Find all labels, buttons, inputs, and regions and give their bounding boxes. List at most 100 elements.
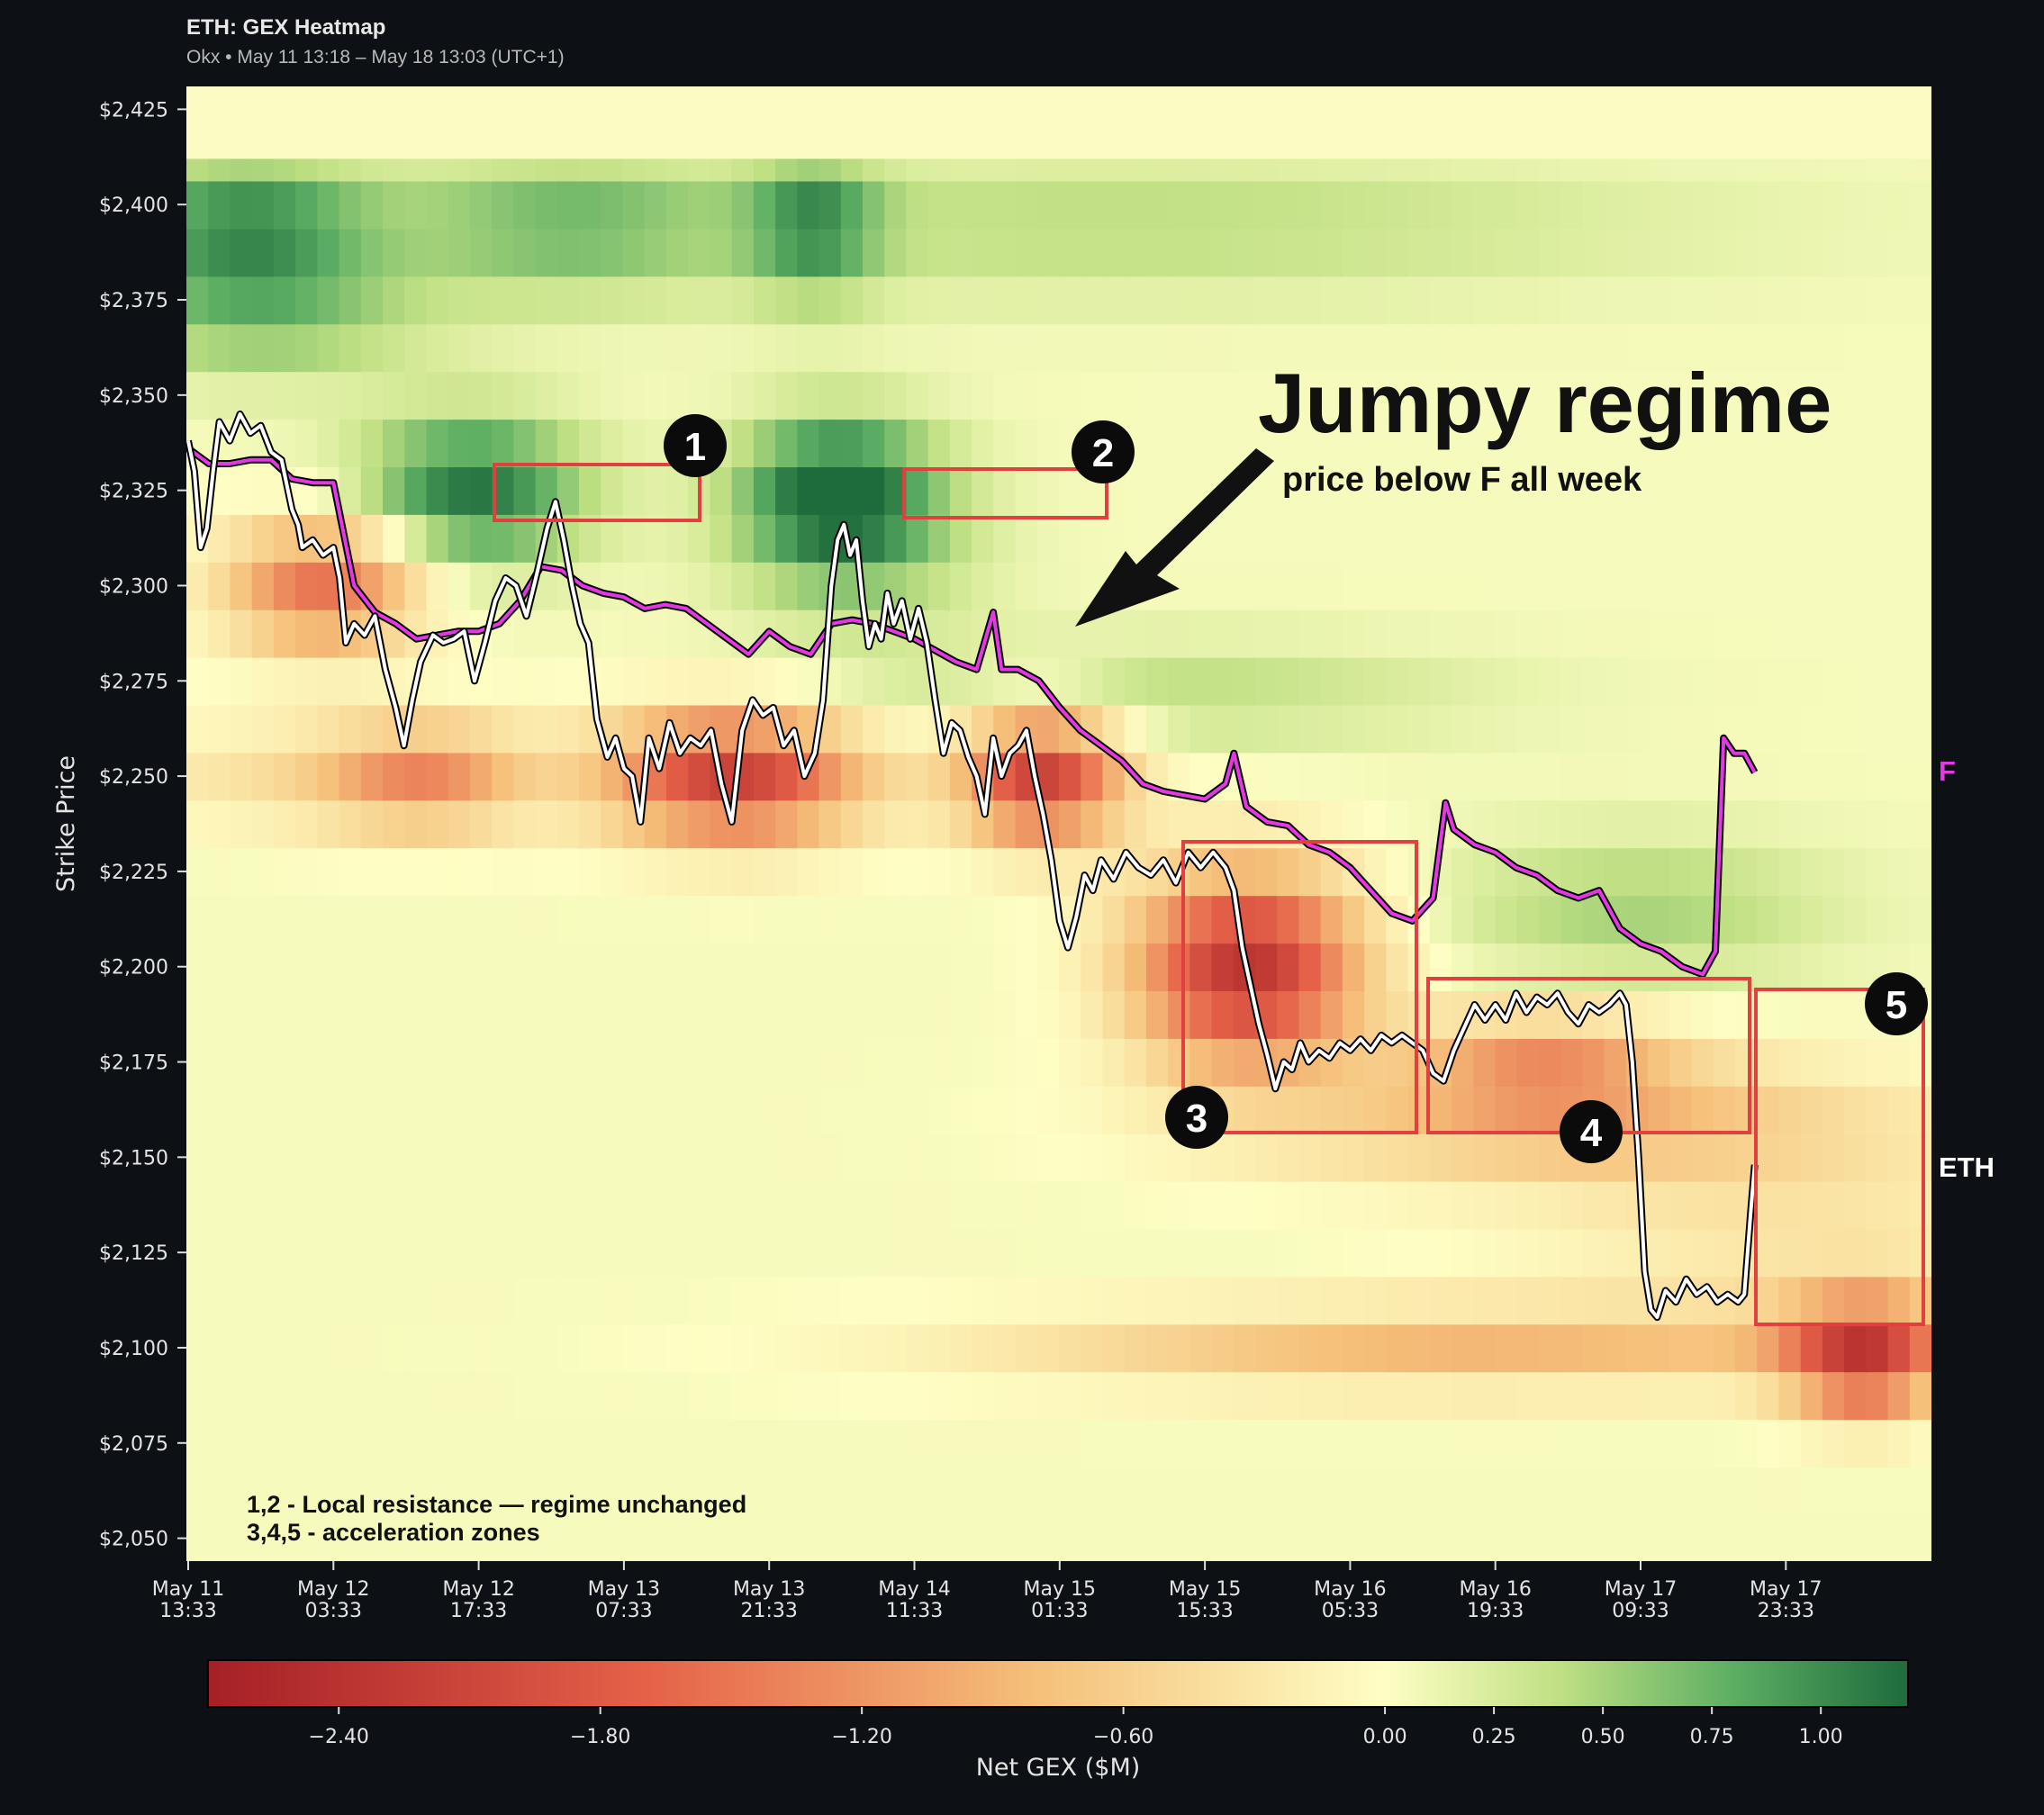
zone-box-2 [902, 467, 1108, 519]
heatmap-cell [360, 1276, 384, 1325]
heatmap-cell [644, 371, 667, 420]
heatmap-cell [535, 1086, 558, 1134]
heatmap-cell [993, 656, 1017, 706]
heatmap-cell [1887, 752, 1911, 801]
heatmap-cell [426, 514, 449, 563]
heatmap-cell [1778, 1038, 1802, 1087]
heatmap-cell [1168, 1371, 1191, 1421]
heatmap-cell [1604, 1467, 1627, 1515]
heatmap-cell [1757, 323, 1780, 373]
heatmap-cell [251, 943, 275, 991]
heatmap-cell [360, 1133, 384, 1182]
badge-4-number: 4 [1580, 1111, 1603, 1155]
heatmap-cell [927, 514, 951, 563]
heatmap-cell [383, 1038, 405, 1087]
heatmap-cell [295, 1038, 319, 1087]
heatmap-cell [1735, 562, 1758, 610]
heatmap-cell [556, 228, 580, 277]
heatmap-cell [1735, 1419, 1758, 1467]
heatmap-cell [1625, 799, 1649, 849]
heatmap-cell [753, 466, 776, 515]
heatmap-cell [1277, 1086, 1300, 1134]
heatmap-cell [1582, 752, 1605, 801]
heatmap-cell [404, 419, 428, 467]
heatmap-cell [927, 1228, 951, 1278]
heatmap-cell [556, 371, 580, 420]
heatmap-cell [404, 1371, 428, 1421]
heatmap-cell [317, 1133, 340, 1182]
heatmap-cell [295, 1133, 319, 1182]
heatmap-cell [1539, 1228, 1561, 1278]
y-tick-label: $2,225 [99, 862, 168, 884]
heatmap-cell [1844, 895, 1868, 944]
heatmap-cell [535, 1467, 558, 1515]
heatmap-cell [1713, 1419, 1736, 1467]
y-tick-label: $2,100 [99, 1338, 168, 1360]
heatmap-cell [1800, 275, 1823, 325]
heatmap-cell [360, 1228, 384, 1278]
heatmap-cell [1757, 1323, 1780, 1373]
heatmap-cell [1342, 704, 1365, 754]
heatmap-cell [1320, 609, 1343, 658]
heatmap-cell [492, 180, 515, 230]
heatmap-cell [1036, 1419, 1060, 1467]
heatmap-cell [404, 371, 428, 420]
heatmap-cell [1909, 371, 1931, 420]
heatmap-cell [208, 1514, 231, 1561]
heatmap-cell [1168, 990, 1191, 1039]
heatmap-cell [622, 656, 646, 706]
heatmap-cell [1386, 1371, 1409, 1421]
heatmap-cell [993, 943, 1017, 991]
heatmap-cells [186, 86, 1931, 1561]
heatmap-cell [251, 847, 275, 897]
heatmap-cell [1844, 323, 1868, 373]
heatmap-cell [949, 562, 972, 610]
heatmap-cell [753, 275, 776, 325]
heatmap-cell [993, 562, 1017, 610]
heatmap-cell [1844, 943, 1868, 991]
heatmap-cell [1560, 943, 1584, 991]
x-tick-label-time: 09:33 [1612, 1600, 1669, 1622]
heatmap-cell [1822, 847, 1845, 897]
heatmap-cell [710, 943, 733, 991]
heatmap-cell [1429, 1371, 1452, 1421]
heatmap-cell [1233, 180, 1256, 230]
heatmap-cell [1081, 1038, 1104, 1087]
heatmap-cell [1625, 419, 1649, 467]
heatmap-cell [1539, 1419, 1561, 1467]
heatmap-cell [1909, 847, 1931, 897]
heatmap-cell [492, 1467, 515, 1515]
heatmap-cell [1189, 275, 1213, 325]
heatmap-cell [1342, 228, 1365, 277]
heatmap-cell [426, 419, 449, 467]
heatmap-cell [404, 1038, 428, 1087]
heatmap-cell [1168, 1419, 1191, 1467]
heatmap-cell [644, 466, 667, 515]
heatmap-cell [513, 228, 537, 277]
heatmap-cell [1386, 1180, 1409, 1230]
heatmap-cell [1298, 514, 1322, 563]
x-tick-label-date: May 15 [1024, 1578, 1096, 1601]
heatmap-cell [1648, 1180, 1671, 1230]
heatmap-cell [884, 1419, 908, 1467]
heatmap-cell [993, 990, 1017, 1039]
heatmap-cell [230, 1180, 253, 1230]
heatmap-cell [1495, 228, 1518, 277]
heatmap-cell [1648, 323, 1671, 373]
heatmap-cell [1036, 371, 1060, 420]
heatmap-cell [273, 895, 296, 944]
heatmap-cell [1887, 1180, 1911, 1230]
heatmap-cell [1800, 419, 1823, 467]
heatmap-cell [1560, 323, 1584, 373]
heatmap-cell [906, 1086, 929, 1134]
heatmap-cell [1909, 1086, 1931, 1134]
heatmap-cell [688, 1228, 711, 1278]
heatmap-cell [1211, 943, 1235, 991]
heatmap-cell [601, 466, 624, 515]
heatmap-cell [1909, 1038, 1931, 1087]
heatmap-cell [230, 704, 253, 754]
heatmap-cell [1145, 943, 1169, 991]
heatmap-cell [492, 228, 515, 277]
heatmap-cell [710, 895, 733, 944]
heatmap-cell [1757, 1514, 1780, 1561]
